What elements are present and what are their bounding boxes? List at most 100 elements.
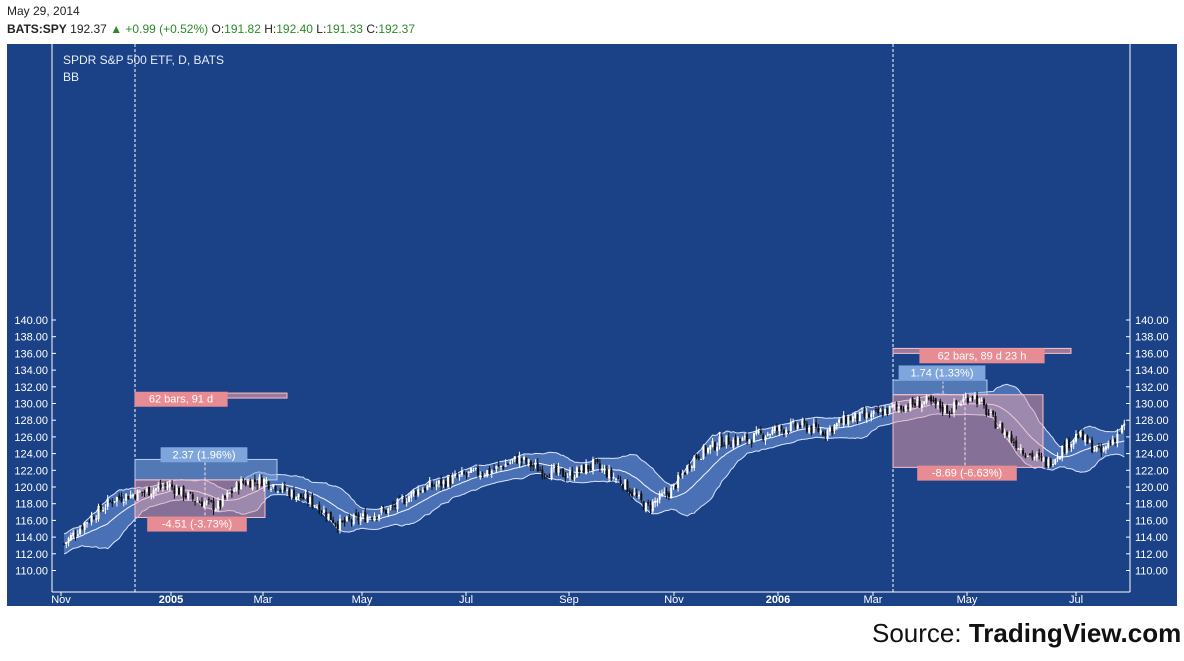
candle-body	[916, 399, 919, 406]
annotation-badge	[147, 516, 247, 532]
candle-body	[856, 414, 859, 421]
candle-body	[387, 508, 390, 514]
header-date: May 29, 2014	[7, 4, 80, 18]
candle-body	[115, 497, 118, 502]
candle-body	[205, 500, 208, 503]
candle-body	[318, 504, 321, 514]
candle-body	[1102, 447, 1105, 452]
candle-body	[509, 462, 512, 464]
candle-body	[217, 501, 220, 509]
candle-body	[541, 469, 544, 477]
candle-body	[1100, 447, 1103, 453]
candle-body	[674, 485, 677, 489]
candle-body	[214, 509, 217, 511]
candle-body	[283, 485, 286, 491]
candle-body	[819, 430, 822, 434]
y-tick-label-left: 132.00	[14, 382, 48, 394]
candle-body	[196, 501, 199, 503]
candle-body	[1086, 435, 1089, 444]
candle-body	[177, 487, 180, 495]
candle-body	[336, 524, 339, 530]
candle-body	[874, 409, 877, 411]
candle-body	[647, 502, 650, 504]
candle-body	[601, 468, 604, 470]
candle-body	[1056, 457, 1059, 460]
candle-body	[1120, 425, 1123, 433]
y-tick-label-right: 116.00	[1135, 515, 1168, 527]
candle-body	[520, 458, 523, 462]
candle-body	[886, 407, 889, 414]
candle-body	[702, 446, 705, 459]
candle-body	[578, 469, 581, 472]
candle-body	[877, 408, 880, 414]
candle-body	[603, 468, 606, 471]
candle-body	[467, 471, 470, 473]
candle-body	[927, 398, 930, 400]
candle-body	[571, 470, 574, 479]
candle-body	[585, 464, 588, 474]
candle-body	[472, 470, 475, 472]
source-name: TradingView.com	[968, 618, 1182, 648]
candle-body	[357, 514, 360, 521]
annotation-badge	[917, 465, 1017, 481]
candle-body	[449, 477, 452, 485]
candle-body	[286, 489, 289, 491]
candle-body	[709, 445, 712, 450]
candle-body	[148, 487, 151, 496]
candle-body	[867, 413, 870, 418]
candle-body	[1074, 433, 1077, 442]
candle-body	[704, 446, 707, 454]
candle-body	[752, 433, 755, 443]
candle-body	[844, 416, 847, 424]
high-value: 192.40	[276, 22, 313, 36]
candle-body	[1093, 449, 1096, 452]
candle-body	[649, 504, 652, 510]
open-label: O:	[211, 22, 225, 36]
candle-body	[858, 411, 861, 422]
candle-body	[83, 522, 86, 530]
candle-body	[375, 517, 378, 519]
candle-body	[805, 423, 808, 432]
candle-body	[610, 469, 613, 477]
candle-body	[755, 430, 758, 434]
candle-body	[697, 456, 700, 459]
candle-body	[1068, 439, 1071, 449]
candle-body	[184, 495, 187, 498]
candle-body	[463, 472, 466, 474]
candle-body	[355, 512, 358, 516]
annotation-badge	[919, 348, 1045, 364]
candle-body	[108, 500, 111, 502]
candle-body	[796, 424, 799, 429]
candle-body	[681, 473, 684, 475]
symbol[interactable]: BATS:SPY	[7, 22, 67, 36]
candle-body	[88, 520, 91, 522]
y-tick-label-right: 138.00	[1135, 332, 1169, 344]
candle-body	[808, 427, 811, 433]
candle-body	[414, 491, 417, 496]
candle-body	[518, 456, 521, 464]
candle-body	[187, 492, 190, 499]
candle-body	[637, 494, 640, 497]
candle-body	[233, 489, 236, 492]
candle-body	[378, 514, 381, 519]
candle-body	[1095, 447, 1098, 451]
candle-body	[782, 429, 785, 434]
candle-body	[62, 543, 65, 545]
candle-body	[902, 409, 905, 412]
candle-body	[391, 505, 394, 507]
candle-body	[460, 471, 463, 475]
candle-body	[660, 493, 663, 496]
candle-body	[334, 522, 337, 525]
candle-body	[762, 435, 765, 440]
candle-body	[1035, 454, 1038, 458]
candle-body	[118, 495, 121, 499]
price-chart[interactable]: 110.00 110.00 112.00 112.00 114.00 114.00 116.…	[7, 44, 1177, 606]
candle-body	[729, 445, 732, 447]
candle-body	[230, 490, 233, 494]
candle-body	[608, 469, 611, 479]
candle-body	[718, 436, 721, 447]
annotation-badge	[898, 365, 986, 381]
candle-body	[175, 487, 178, 496]
candle-body	[189, 492, 192, 494]
candle-body	[587, 465, 590, 470]
